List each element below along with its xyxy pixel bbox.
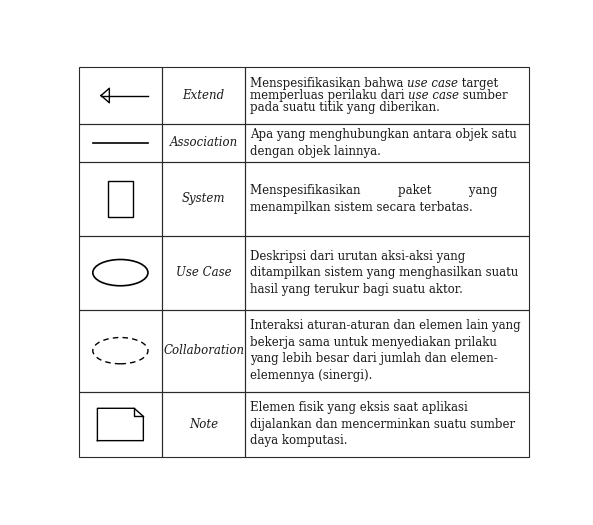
Bar [162, 392, 246, 457]
Bar [246, 162, 529, 236]
Text: target: target [458, 77, 498, 90]
Text: Extend: Extend [183, 89, 225, 102]
Text: Apa yang menghubungkan antara objek satu
dengan objek lainnya.: Apa yang menghubungkan antara objek satu… [250, 128, 517, 158]
Text: Association: Association [170, 136, 238, 150]
Text: memperluas perilaku dari: memperluas perilaku dari [250, 89, 408, 102]
Text: Collaboration: Collaboration [163, 344, 244, 357]
Text: pada suatu titik yang diberikan.: pada suatu titik yang diberikan. [250, 101, 440, 114]
Bar [79, 124, 162, 162]
Bar [162, 162, 246, 236]
Text: Elemen fisik yang eksis saat aplikasi
dijalankan dan mencerminkan suatu sumber
d: Elemen fisik yang eksis saat aplikasi di… [250, 402, 515, 447]
Bar [162, 310, 246, 392]
Text: use case: use case [408, 89, 459, 102]
Text: sumber: sumber [459, 89, 508, 102]
Bar [108, 181, 133, 217]
Text: Deskripsi dari urutan aksi-aksi yang
ditampilkan sistem yang menghasilkan suatu
: Deskripsi dari urutan aksi-aksi yang dit… [250, 249, 518, 296]
Bar [79, 162, 162, 236]
Bar [79, 236, 162, 310]
Bar [246, 310, 529, 392]
Text: Menspesifikasikan          paket          yang
menampilkan sistem secara terbata: Menspesifikasikan paket yang menampilkan… [250, 184, 498, 214]
Text: Interaksi aturan-aturan dan elemen lain yang
bekerja sama untuk menyediakan pril: Interaksi aturan-aturan dan elemen lain … [250, 319, 521, 382]
Bar [246, 392, 529, 457]
Bar [79, 67, 162, 124]
Text: Menspesifikasikan bahwa: Menspesifikasikan bahwa [250, 77, 407, 90]
Text: use case: use case [407, 77, 458, 90]
Bar [246, 67, 529, 124]
Text: System: System [182, 192, 225, 205]
Text: Note: Note [189, 418, 218, 431]
Bar [246, 236, 529, 310]
Bar [162, 67, 246, 124]
Bar [79, 310, 162, 392]
Bar [162, 124, 246, 162]
Bar [79, 392, 162, 457]
Bar [246, 124, 529, 162]
Text: Use Case: Use Case [176, 266, 231, 279]
Bar [162, 236, 246, 310]
